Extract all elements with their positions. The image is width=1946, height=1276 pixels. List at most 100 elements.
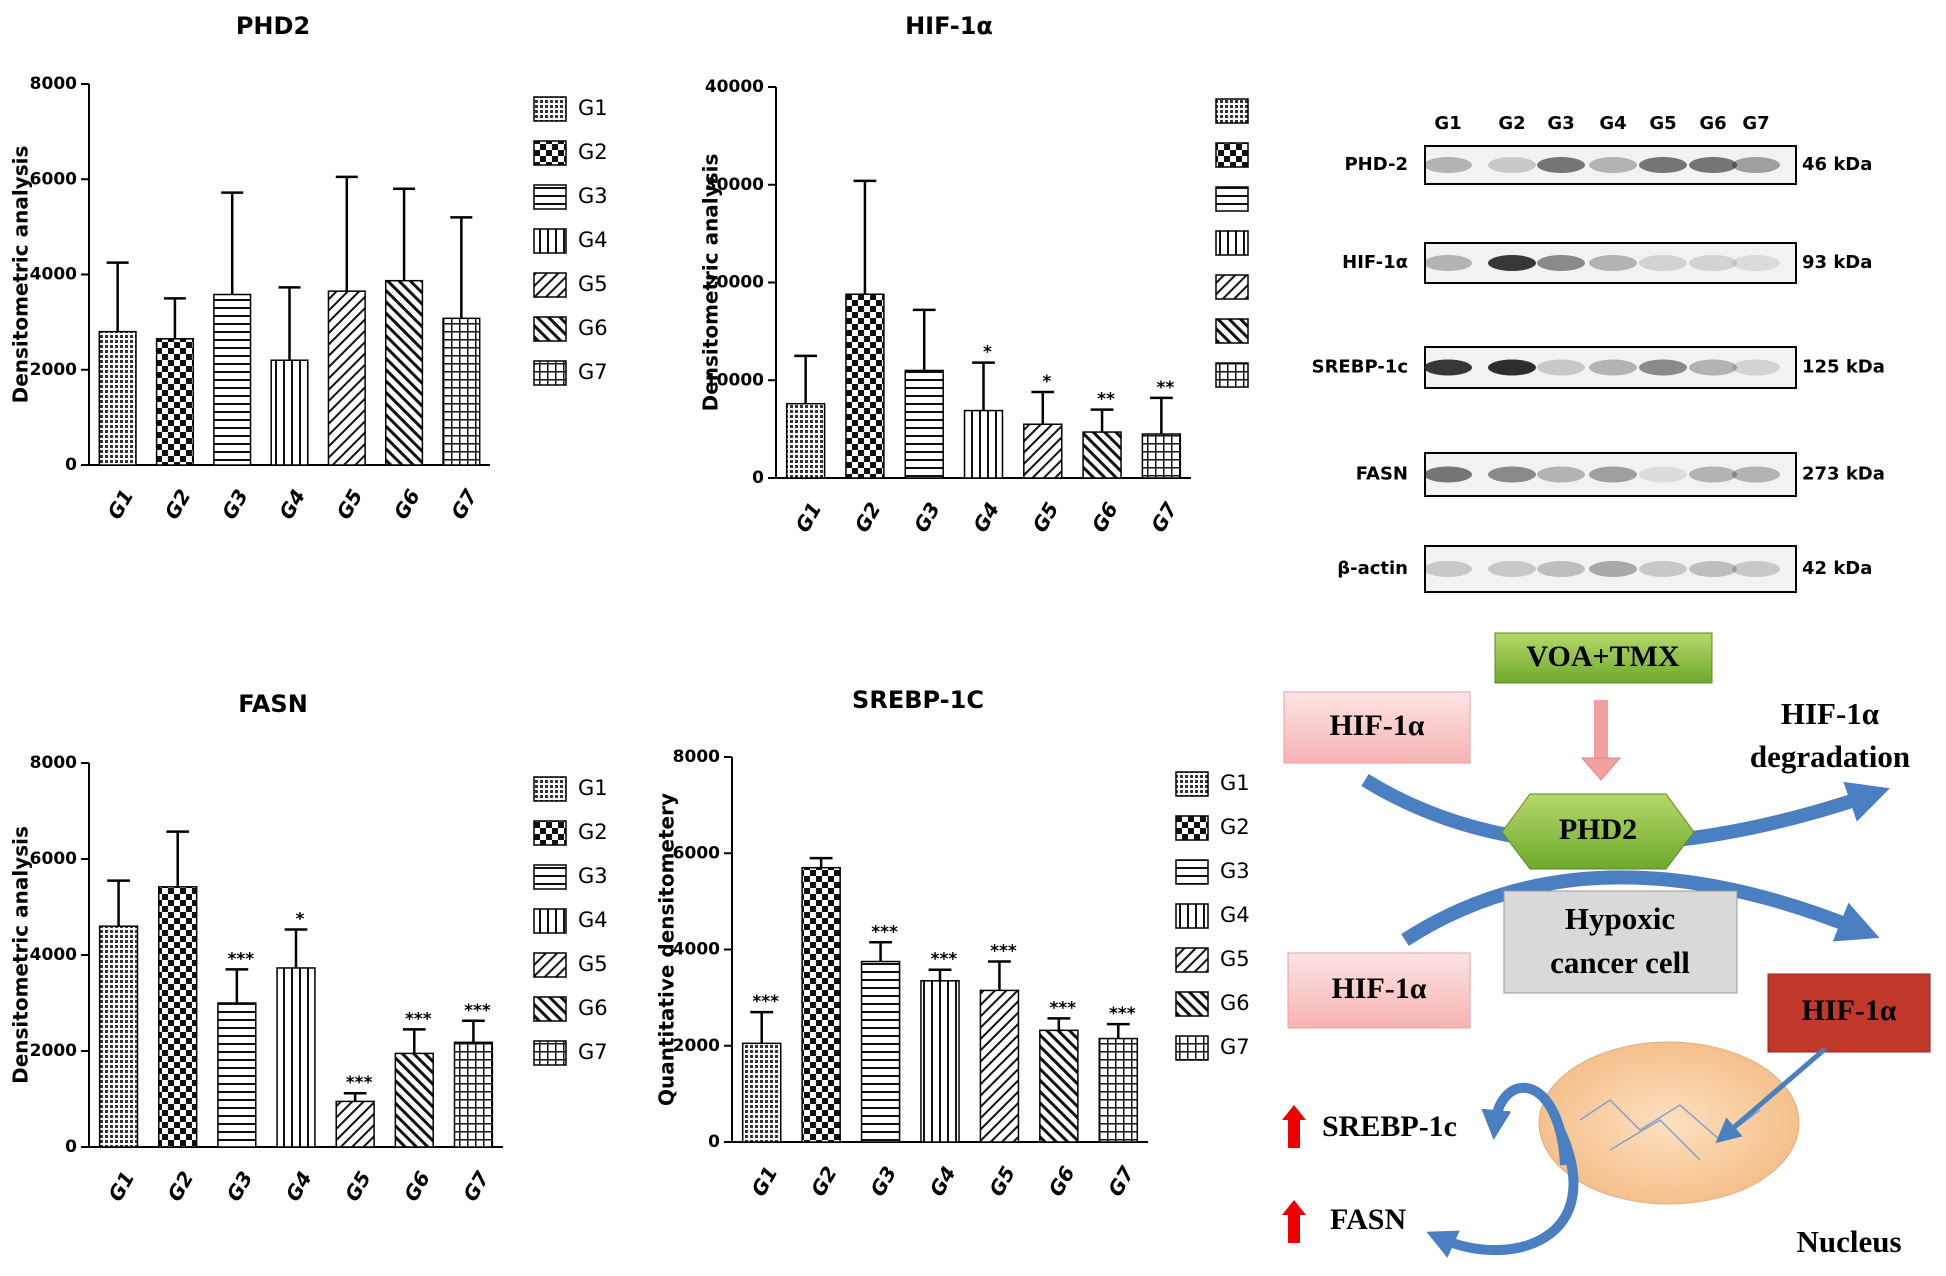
legend-label: G5 xyxy=(578,952,608,976)
bar xyxy=(741,1042,782,1143)
band xyxy=(1488,561,1536,577)
significance: *** xyxy=(990,942,1017,962)
blot-frame xyxy=(1424,346,1797,389)
legend-swatch xyxy=(533,184,567,210)
x-tick-label: G2 xyxy=(162,1167,198,1205)
legend-label: G4 xyxy=(578,228,608,252)
lane-label: G4 xyxy=(1599,113,1626,134)
label: cancer cell xyxy=(1550,945,1690,980)
x-tick-label: G2 xyxy=(850,498,886,536)
y-tick-label: 2000 xyxy=(30,1041,77,1061)
significance: * xyxy=(983,343,992,363)
legend-label: G2 xyxy=(578,140,608,164)
legend-swatch xyxy=(533,140,567,166)
legend-label: G7 xyxy=(578,360,608,384)
x-tick-label: G5 xyxy=(340,1167,376,1205)
box xyxy=(1283,691,1471,764)
band xyxy=(1639,561,1687,577)
x-tick-label: G3 xyxy=(217,485,253,523)
significance: *** xyxy=(346,1073,373,1093)
x-tick-label: G1 xyxy=(746,1162,782,1200)
label: HIF-1α xyxy=(1801,994,1896,1027)
error-bar xyxy=(402,1028,426,1054)
error-bar xyxy=(166,830,190,887)
y-tick-label: 20000 xyxy=(705,273,764,293)
legend-swatch xyxy=(1215,186,1249,212)
row-label: β-actin xyxy=(1337,558,1408,579)
legend-swatch xyxy=(533,776,567,802)
box xyxy=(1503,890,1738,994)
x-tick-label: G7 xyxy=(1103,1162,1139,1200)
bar xyxy=(860,960,901,1143)
arrow xyxy=(1426,1127,1579,1258)
label: HIF-1α xyxy=(1781,696,1879,731)
box xyxy=(1767,973,1931,1053)
error-bar xyxy=(462,1019,485,1043)
significance: *** xyxy=(931,950,958,970)
band xyxy=(1589,561,1637,577)
error-bar xyxy=(107,879,130,927)
y-tick-label: 8000 xyxy=(673,747,720,767)
lane-label: G6 xyxy=(1699,113,1726,134)
x-tick-label: G5 xyxy=(332,485,368,523)
row-label: HIF-1α xyxy=(1342,252,1408,273)
error-bar xyxy=(106,261,129,332)
x-tick-label: G4 xyxy=(925,1162,961,1200)
x-tick-label: G6 xyxy=(1044,1162,1080,1200)
bar xyxy=(1141,433,1182,479)
legend-label: G7 xyxy=(1220,1035,1250,1059)
bar xyxy=(158,886,198,1148)
x-tick-label: G3 xyxy=(865,1162,901,1200)
x-tick-label: G7 xyxy=(458,1167,494,1205)
y-tick-label: 4000 xyxy=(30,945,77,965)
y-axis-label: Densitometric analysis xyxy=(9,826,33,1084)
bar xyxy=(1082,431,1122,479)
bar xyxy=(1098,1037,1139,1143)
significance: *** xyxy=(871,922,898,942)
band xyxy=(1732,359,1780,376)
row-label: SREBP-1c xyxy=(1312,357,1408,378)
band xyxy=(1488,359,1536,376)
y-axis-label: Densitometric analysis xyxy=(699,154,723,412)
error-bar xyxy=(1106,1022,1130,1039)
bar xyxy=(335,1100,375,1148)
kda-label: 125 kDa xyxy=(1802,357,1885,378)
band xyxy=(1488,255,1536,271)
legend-swatch xyxy=(1215,98,1249,124)
significance: *** xyxy=(1050,998,1077,1018)
legend-label: G3 xyxy=(1220,859,1250,883)
label: FASN xyxy=(1330,1203,1406,1236)
band xyxy=(1639,466,1687,483)
band xyxy=(1424,157,1472,173)
significance: *** xyxy=(405,1009,432,1029)
error-bar xyxy=(869,941,892,962)
bar xyxy=(904,369,944,479)
legend-swatch xyxy=(533,228,567,254)
band xyxy=(1424,466,1472,483)
x-tick-label: G4 xyxy=(274,485,310,523)
lane-label: G1 xyxy=(1434,113,1461,134)
legend-label: G6 xyxy=(578,996,608,1020)
up-arrow xyxy=(1282,1105,1306,1148)
label: HIF-1α xyxy=(1331,972,1426,1005)
x-tick-label: G1 xyxy=(102,485,138,523)
significance: ** xyxy=(1156,378,1174,398)
legend-swatch xyxy=(1175,991,1209,1017)
legend-swatch xyxy=(1215,362,1249,388)
legend-label: G3 xyxy=(578,864,608,888)
band xyxy=(1732,466,1780,483)
legend-label: G2 xyxy=(578,820,608,844)
legend-label: G4 xyxy=(578,908,608,932)
bar xyxy=(394,1052,434,1148)
error-bar xyxy=(750,1010,774,1044)
x-tick-label: G7 xyxy=(446,485,482,523)
bar xyxy=(327,290,366,466)
y-axis-label: Quantitative densitometery xyxy=(655,793,679,1106)
kda-label: 42 kDa xyxy=(1802,558,1872,579)
legend-swatch xyxy=(533,952,567,978)
error-bar xyxy=(1090,408,1114,433)
error-bar xyxy=(393,187,416,281)
error-bar xyxy=(343,1091,367,1102)
significance: ** xyxy=(1097,390,1115,410)
bar xyxy=(1039,1029,1079,1143)
